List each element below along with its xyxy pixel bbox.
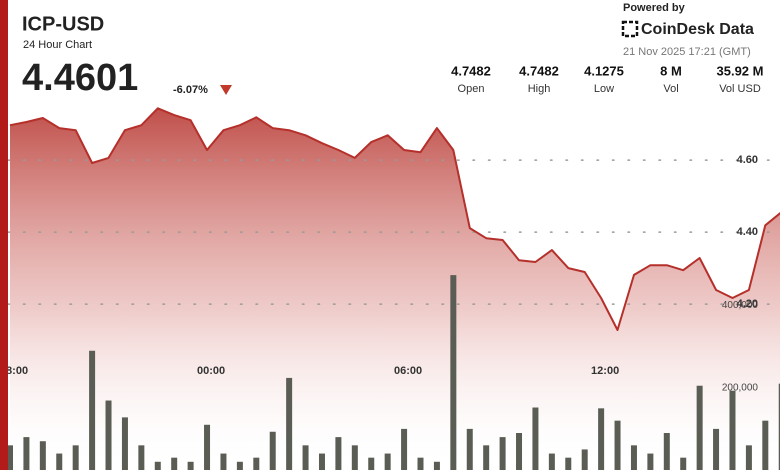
stat-value: 35.92 M [717,63,764,78]
last-price: 4.4601 [22,57,138,99]
volume-bar [384,453,391,470]
x-tick-label: 00:00 [197,365,225,377]
volume-bar [663,433,670,470]
volume-bar [138,445,145,470]
volume-bar [204,424,211,470]
stat-value: 4.7482 [519,63,559,78]
stats: 4.7482 Open 4.7482 High 4.1275 Low 8 M Vol 35.92… [451,63,763,94]
volume-bar [532,407,539,470]
volume-bar [516,433,523,470]
y2-tick-label: 200,000 [722,382,759,393]
volume-bar [729,390,736,470]
volume-bar [253,457,260,470]
volume-bar [236,461,243,470]
volume-bar [72,445,79,470]
chart-subtitle: 24 Hour Chart [23,39,92,51]
stat-label: Low [594,83,614,95]
y-tick-label: 4.20 [737,298,758,310]
price-change: -6.07% [173,84,208,96]
volume-bar [598,408,605,470]
volume-bar [302,445,309,470]
brand: CoinDesk Data [641,21,754,38]
volume-bar [614,420,621,470]
volume-bar [696,385,703,470]
volume-bar [762,420,769,470]
stat-label: Open [458,83,485,95]
volume-bar [581,449,588,470]
volume-bar [318,453,325,470]
volume-bar [450,275,457,470]
stat-value: 4.1275 [584,63,624,78]
y-tick-label: 4.40 [737,226,758,238]
volume-bar [630,445,637,470]
price-area [10,108,780,470]
accent-bar [0,0,8,470]
volume-bar [745,445,752,470]
volume-bar [368,457,375,470]
stat-value: 8 M [660,63,682,78]
volume-bar [548,453,555,470]
price-line [9,107,780,331]
timestamp: 21 Nov 2025 17:21 (GMT) [623,46,751,58]
volume-bar [56,453,63,470]
volume-bar [220,453,227,470]
volume-bar [647,453,654,470]
volume-bar [351,445,358,470]
volume-bar [7,445,13,470]
y2-tick-label: 400,000 [722,300,759,311]
volume-bar [121,417,128,470]
down-arrow [220,85,232,95]
volume-bar [433,461,440,470]
volume-bar [565,457,572,470]
volume-bar [154,461,161,470]
volume-bar [187,461,194,470]
powered-by: Powered by [623,2,686,14]
stat-label: High [528,83,551,95]
volume-bar [778,383,780,470]
volume-bar [417,457,424,470]
volume-bar [466,428,473,470]
volume-bar [269,431,276,470]
volume-bar [499,437,506,470]
volume-bar [105,400,112,470]
volume-bar [286,377,293,470]
brand-logo [621,20,639,38]
x-tick-label: 06:00 [394,365,422,377]
x-tick-label: 12:00 [591,365,619,377]
volume-bar [39,441,46,470]
stat-label: Vol [663,83,678,95]
volume-bar [680,457,687,470]
chart-title: ICP-USD [22,13,104,35]
volume-bar [713,428,720,470]
volume-bar [171,457,178,470]
stat-value: 4.7482 [451,63,491,78]
stat-label: Vol USD [719,83,761,95]
y-tick-label: 4.60 [737,154,758,166]
volume-bar [483,445,490,470]
volume-bar [401,428,408,470]
volume-bar [23,437,30,470]
volume-bar [89,350,96,470]
volume-bar [335,437,342,470]
